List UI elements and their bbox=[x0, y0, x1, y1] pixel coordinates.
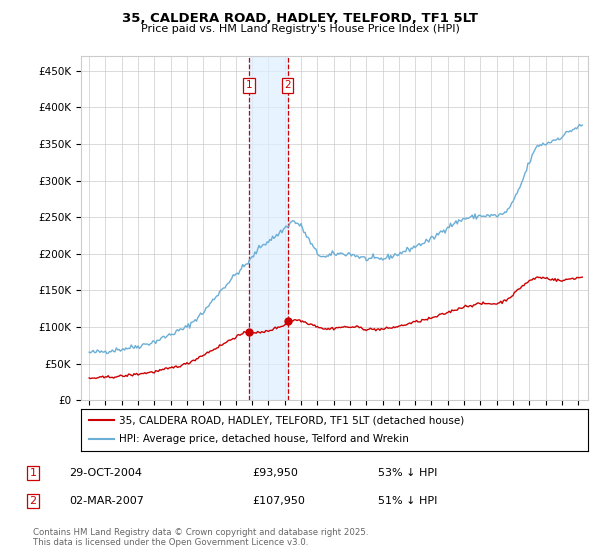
Text: HPI: Average price, detached house, Telford and Wrekin: HPI: Average price, detached house, Telf… bbox=[119, 435, 409, 445]
Text: 53% ↓ HPI: 53% ↓ HPI bbox=[378, 468, 437, 478]
Text: 29-OCT-2004: 29-OCT-2004 bbox=[69, 468, 142, 478]
Text: 35, CALDERA ROAD, HADLEY, TELFORD, TF1 5LT (detached house): 35, CALDERA ROAD, HADLEY, TELFORD, TF1 5… bbox=[119, 415, 464, 425]
Text: Price paid vs. HM Land Registry's House Price Index (HPI): Price paid vs. HM Land Registry's House … bbox=[140, 24, 460, 34]
Text: 1: 1 bbox=[29, 468, 37, 478]
Text: £107,950: £107,950 bbox=[252, 496, 305, 506]
Text: £93,950: £93,950 bbox=[252, 468, 298, 478]
Text: Contains HM Land Registry data © Crown copyright and database right 2025.
This d: Contains HM Land Registry data © Crown c… bbox=[33, 528, 368, 547]
Text: 35, CALDERA ROAD, HADLEY, TELFORD, TF1 5LT: 35, CALDERA ROAD, HADLEY, TELFORD, TF1 5… bbox=[122, 12, 478, 25]
Text: 2: 2 bbox=[29, 496, 37, 506]
Text: 1: 1 bbox=[246, 80, 253, 90]
Text: 51% ↓ HPI: 51% ↓ HPI bbox=[378, 496, 437, 506]
Bar bbox=[250, 56, 287, 400]
Text: 02-MAR-2007: 02-MAR-2007 bbox=[69, 496, 144, 506]
Text: 2: 2 bbox=[284, 80, 291, 90]
